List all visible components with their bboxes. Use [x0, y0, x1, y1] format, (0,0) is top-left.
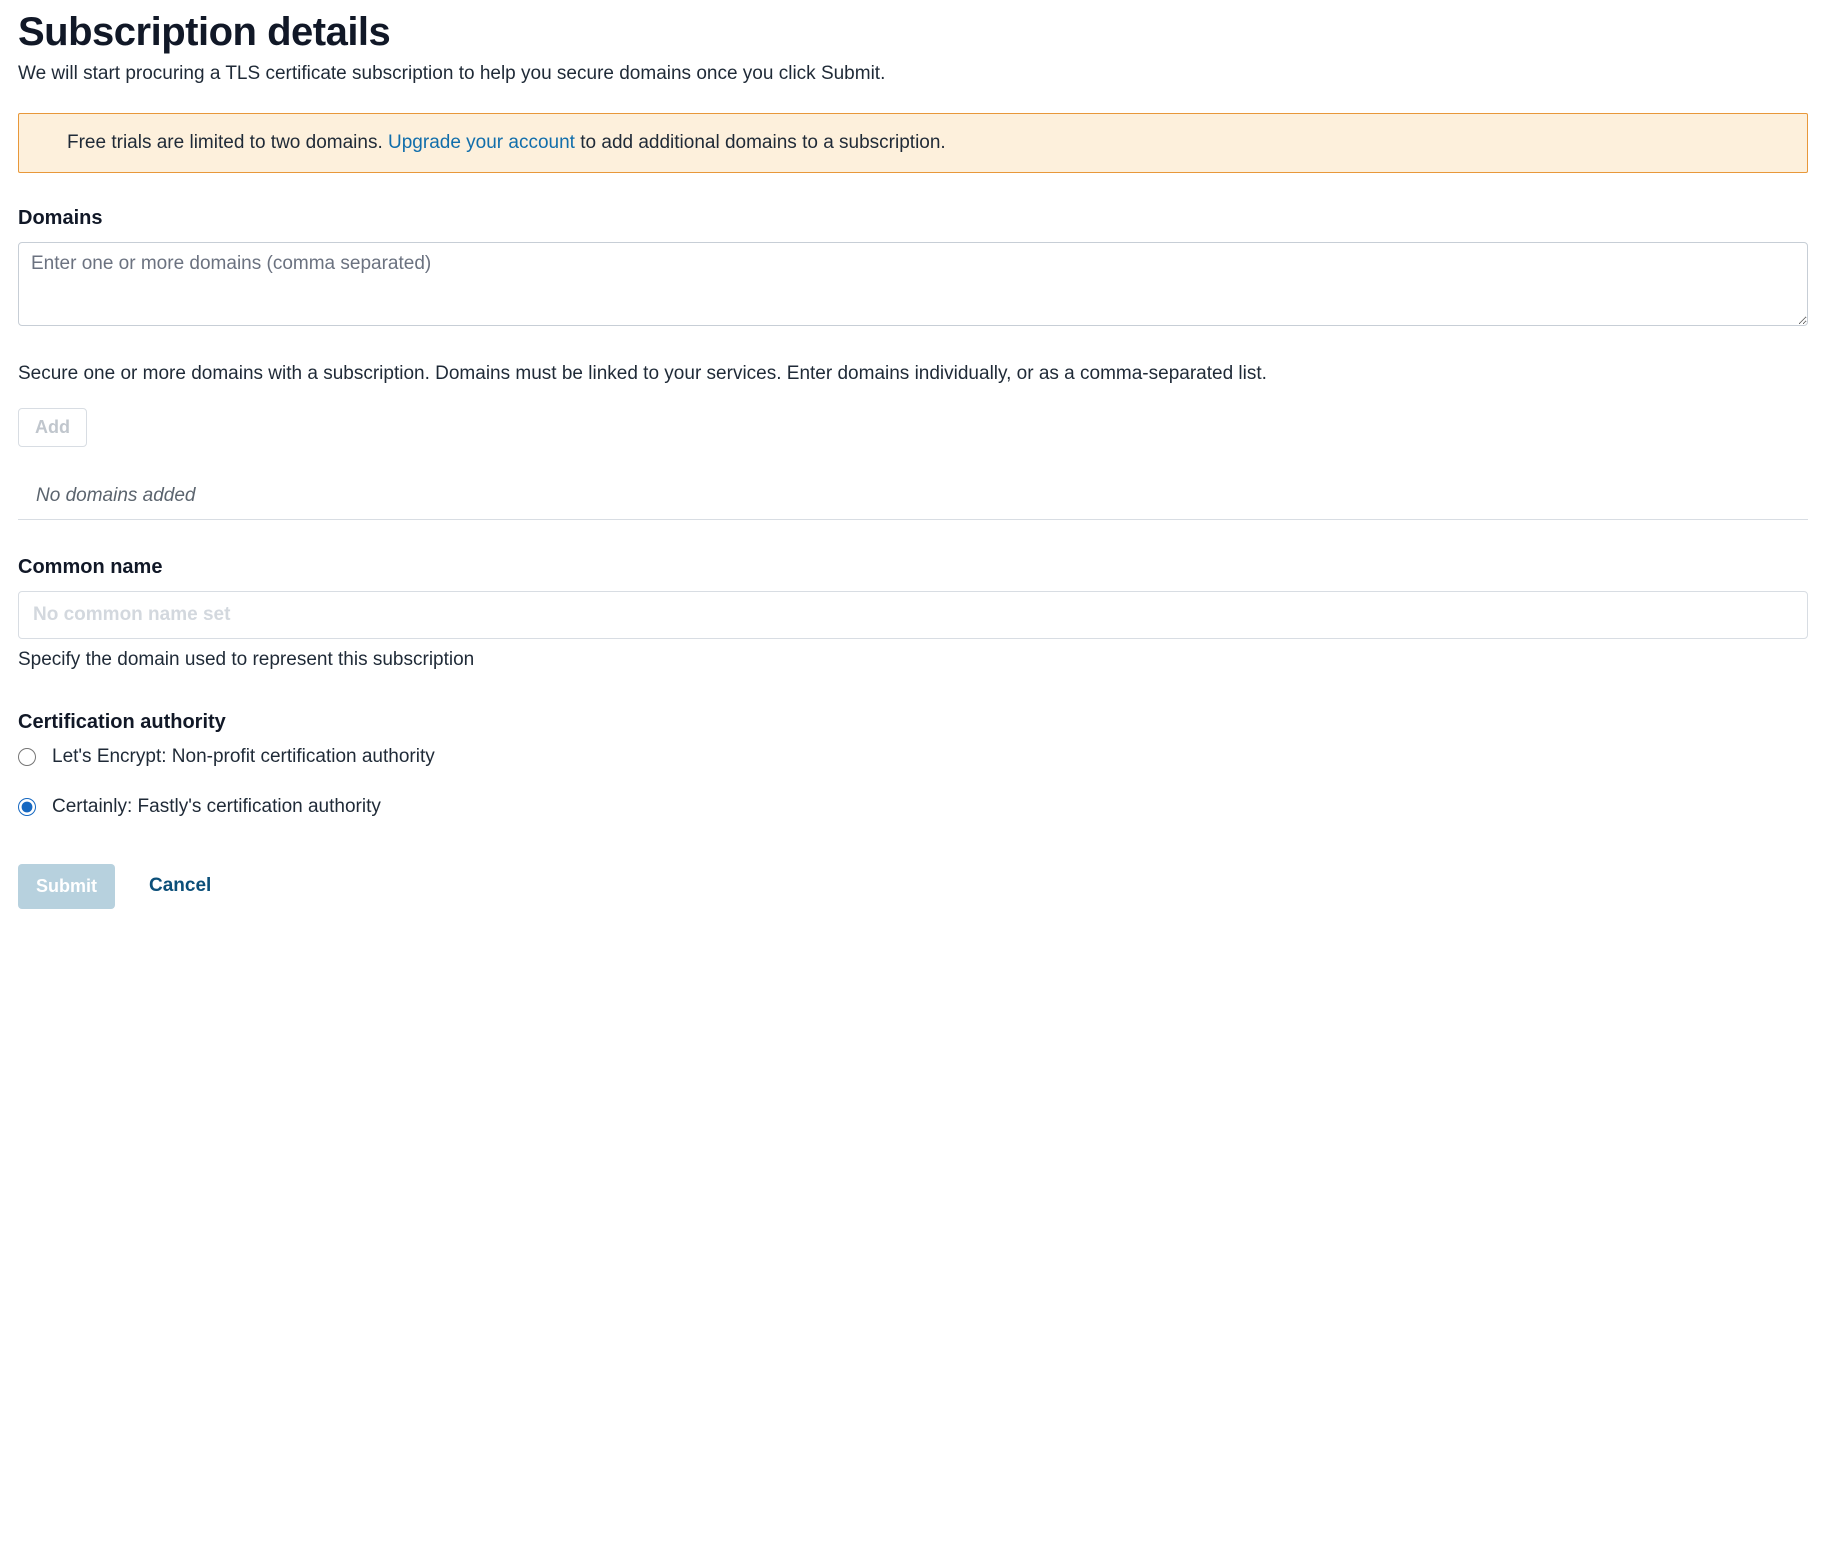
radio-label-certainly: Certainly: Fastly's certification author… [52, 796, 381, 818]
alert-text-before: Free trials are limited to two domains. [67, 132, 388, 153]
form-actions: Submit Cancel [18, 864, 1808, 909]
radio-certainly[interactable] [18, 798, 36, 816]
domains-input[interactable] [18, 242, 1808, 326]
common-name-section: Common name Specify the domain used to r… [18, 556, 1808, 671]
trial-limit-alert: Free trials are limited to two domains. … [18, 113, 1808, 173]
upgrade-account-link[interactable]: Upgrade your account [388, 132, 575, 153]
page-title: Subscription details [18, 10, 1808, 55]
page-subtitle: We will start procuring a TLS certificat… [18, 63, 1808, 85]
common-name-input[interactable] [18, 591, 1808, 639]
cert-authority-label: Certification authority [18, 711, 1808, 734]
domains-label: Domains [18, 207, 1808, 230]
radio-option-lets-encrypt[interactable]: Let's Encrypt: Non-profit certification … [18, 746, 1808, 768]
section-divider [18, 519, 1808, 520]
no-domains-text: No domains added [36, 485, 1808, 507]
common-name-label: Common name [18, 556, 1808, 579]
alert-text-after: to add additional domains to a subscript… [575, 132, 946, 153]
cert-authority-section: Certification authority Let's Encrypt: N… [18, 711, 1808, 818]
common-name-help-text: Specify the domain used to represent thi… [18, 649, 1808, 671]
radio-label-lets-encrypt: Let's Encrypt: Non-profit certification … [52, 746, 435, 768]
domains-section: Domains Secure one or more domains with … [18, 207, 1808, 520]
cancel-button[interactable]: Cancel [149, 875, 211, 897]
domains-help-text: Secure one or more domains with a subscr… [18, 360, 1808, 388]
add-button[interactable]: Add [18, 408, 87, 447]
radio-lets-encrypt[interactable] [18, 748, 36, 766]
submit-button[interactable]: Submit [18, 864, 115, 909]
radio-option-certainly[interactable]: Certainly: Fastly's certification author… [18, 796, 1808, 818]
